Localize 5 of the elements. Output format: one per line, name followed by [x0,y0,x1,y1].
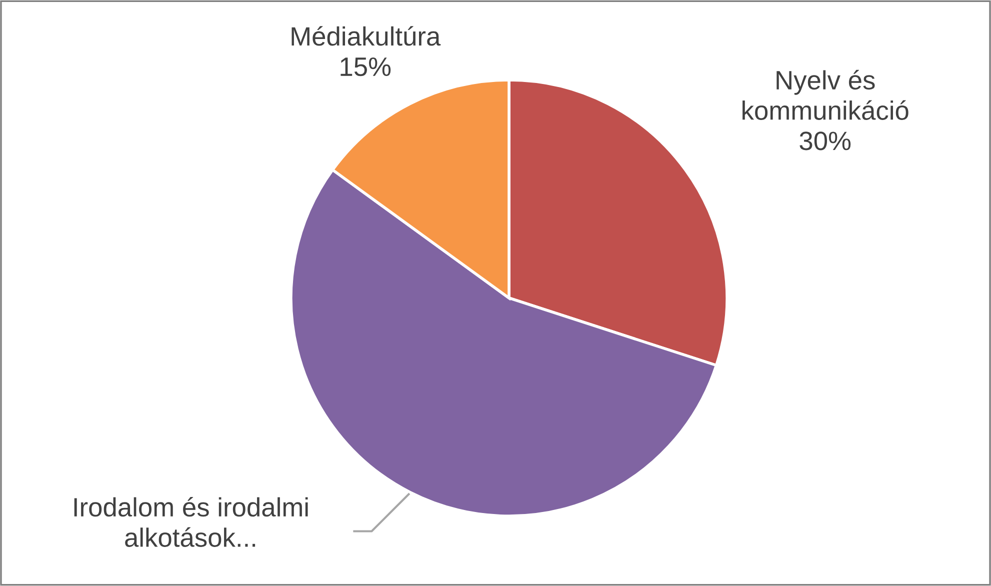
slice-label: Nyelv és kommunikáció [742,70,908,120]
data-label: 30% [800,132,851,150]
slice-label: Médiakultúra [292,26,441,46]
data-label: 15% [340,58,391,76]
slice-label: Irodalom és irodalmi alkotások... [74,496,308,547]
